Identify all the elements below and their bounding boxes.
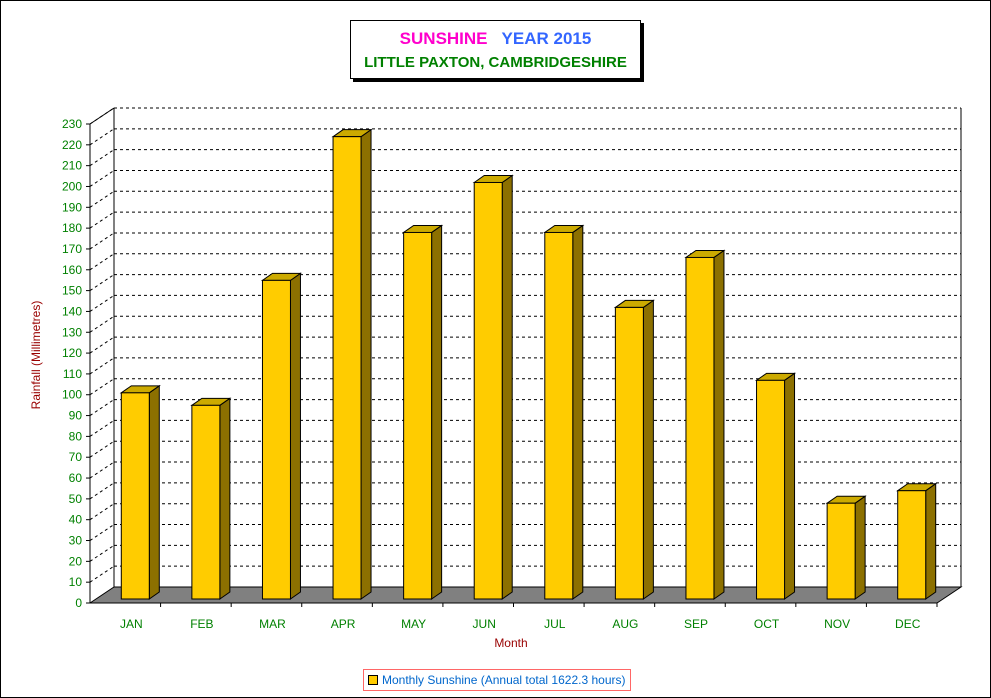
bar xyxy=(826,502,856,600)
bar xyxy=(473,181,503,600)
title-line: SUNSHINE YEAR 2015 xyxy=(351,29,640,49)
gridline-side xyxy=(89,461,115,479)
y-tick-label: 110 xyxy=(63,367,82,381)
left-wall-top-edge xyxy=(89,107,115,125)
legend-label: Monthly Sunshine (Annual total 1622.3 ho… xyxy=(382,673,626,687)
gridline-side xyxy=(89,232,115,250)
bar xyxy=(544,231,574,600)
y-tick-label: 0 xyxy=(75,596,82,610)
gridline-side xyxy=(89,170,115,187)
y-tick-label: 220 xyxy=(62,138,82,152)
x-tick-label: MAY xyxy=(401,617,426,631)
chart-title-year: YEAR 2015 xyxy=(501,29,592,48)
gridline-side xyxy=(89,440,115,458)
y-tick-label: 160 xyxy=(62,263,82,277)
y-tick-label: 180 xyxy=(62,221,82,235)
bar-side xyxy=(784,372,796,600)
gridline-side xyxy=(89,399,115,416)
bar-side xyxy=(431,224,443,600)
x-tick-label: FEB xyxy=(190,617,213,631)
y-tick-label: 10 xyxy=(69,575,83,589)
x-tick-label: JUL xyxy=(544,617,566,631)
y-tick-label: 100 xyxy=(62,388,82,402)
y-tick-label: 190 xyxy=(62,200,82,214)
gridline-side xyxy=(89,315,115,333)
bar-side xyxy=(219,397,231,600)
gridline-side xyxy=(89,482,115,500)
x-tick-label: JAN xyxy=(120,617,143,631)
y-tick-label: 80 xyxy=(69,429,83,443)
gridline-side xyxy=(89,253,115,271)
bar-side xyxy=(854,495,866,600)
y-tick-label: 150 xyxy=(62,284,82,298)
gridline-side xyxy=(89,524,115,541)
bar xyxy=(403,231,433,600)
axes xyxy=(86,107,962,607)
bar xyxy=(685,256,715,600)
x-tick-label: MAR xyxy=(259,617,286,631)
y-tick-label: 200 xyxy=(62,179,82,193)
bar-side xyxy=(713,249,725,600)
x-axis-title: Month xyxy=(494,636,527,650)
gridline-side xyxy=(89,565,115,583)
gridline-side xyxy=(89,295,115,312)
x-tick-label: SEP xyxy=(684,617,708,631)
chart-title-main: SUNSHINE xyxy=(399,29,488,48)
y-tick-label: 30 xyxy=(69,534,83,548)
gridline-side xyxy=(89,211,115,229)
chart-title-box: SUNSHINE YEAR 2015 LITTLE PAXTON, CAMBRID… xyxy=(350,20,641,79)
bar-side xyxy=(360,128,372,600)
x-tick-label: APR xyxy=(331,617,356,631)
bar-side xyxy=(925,482,937,600)
y-tick-label: 210 xyxy=(62,159,82,173)
y-tick-label: 90 xyxy=(69,409,83,423)
bar-side xyxy=(572,224,584,600)
bar xyxy=(120,392,150,600)
y-tick-label: 170 xyxy=(62,242,82,256)
x-tick-label: OCT xyxy=(754,617,780,631)
x-tick-label: DEC xyxy=(895,617,921,631)
y-tick-label: 140 xyxy=(62,304,82,318)
legend-swatch xyxy=(368,675,378,685)
y-tick-label: 40 xyxy=(69,513,83,527)
x-tick-label: JUN xyxy=(473,617,496,631)
y-tick-label: 70 xyxy=(69,450,83,464)
legend: Monthly Sunshine (Annual total 1622.3 ho… xyxy=(363,669,631,691)
gridline-side xyxy=(89,544,115,562)
bar-side xyxy=(642,299,654,600)
bar-side xyxy=(148,384,160,600)
tick-labels: 0 10 20 30 40 50 60 70 80 90 100 110 120 130 140 150 160… xyxy=(62,117,921,631)
gridline-side xyxy=(89,336,115,354)
y-tick-label: 230 xyxy=(62,117,82,131)
gridline-side xyxy=(89,190,115,208)
bar xyxy=(191,404,221,600)
bar xyxy=(332,136,362,600)
chart-subtitle: LITTLE PAXTON, CAMBRIDGESHIRE xyxy=(364,54,627,71)
bar-side xyxy=(501,174,513,600)
gridline-side xyxy=(89,357,115,375)
gridline-side xyxy=(89,503,115,521)
y-tick-label: 50 xyxy=(69,492,83,506)
y-tick-label: 130 xyxy=(62,325,82,339)
bar-side xyxy=(289,272,301,600)
gridline-side xyxy=(89,128,115,146)
y-axis-title: Rainfall (Millimetres) xyxy=(29,301,43,410)
bar xyxy=(614,306,644,600)
bar xyxy=(756,379,786,600)
y-tick-label: 60 xyxy=(69,471,83,485)
y-tick-label: 20 xyxy=(69,554,83,568)
x-tick-label: AUG xyxy=(612,617,638,631)
gridline-side xyxy=(89,419,115,437)
bars xyxy=(119,128,938,600)
bar xyxy=(897,490,927,600)
y-tick-label: 120 xyxy=(62,346,82,360)
x-tick-label: NOV xyxy=(824,617,850,631)
gridline-side xyxy=(89,274,115,292)
gridline-side xyxy=(89,378,115,396)
bar xyxy=(261,279,291,600)
gridline-side xyxy=(89,149,115,167)
